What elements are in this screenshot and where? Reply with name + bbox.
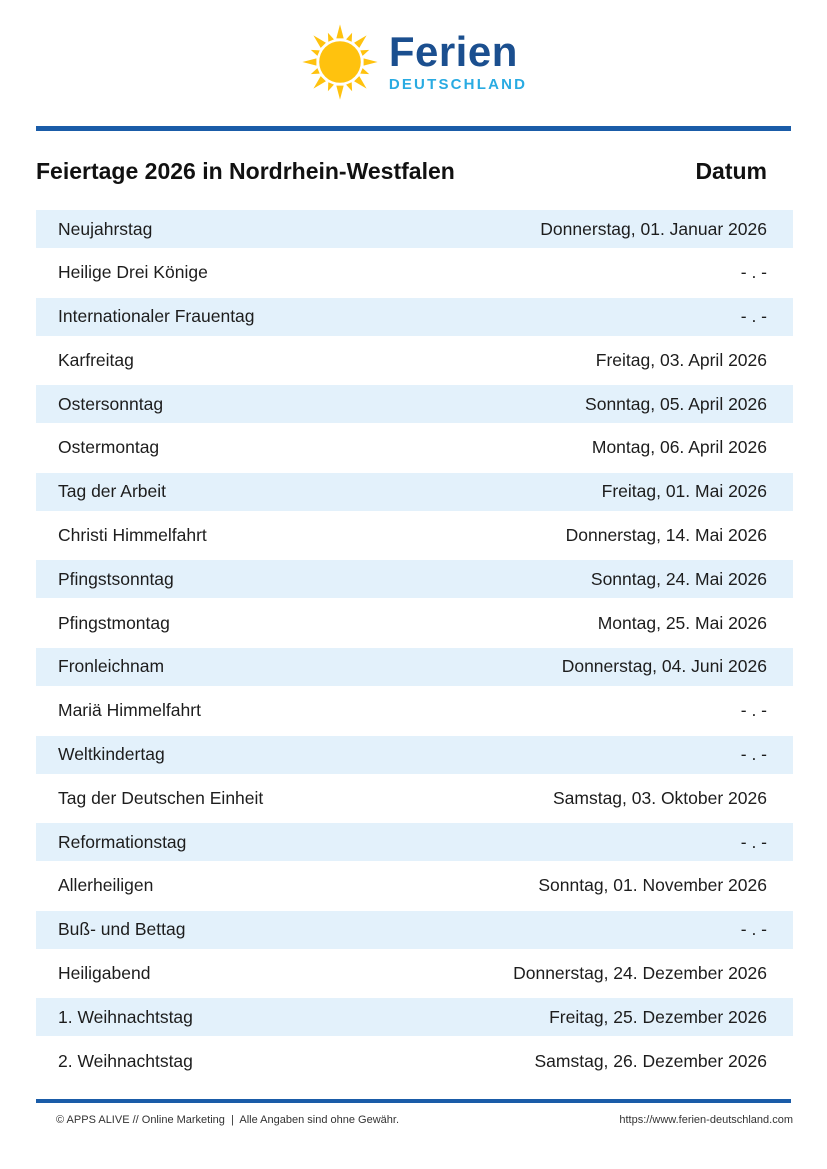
brand-subtitle: DEUTSCHLAND: [388, 76, 528, 93]
holiday-date: Sonntag, 05. April 2026: [585, 393, 767, 414]
holiday-name: Mariä Himmelfahrt: [58, 700, 201, 721]
holiday-date: Freitag, 01. Mai 2026: [601, 481, 767, 502]
table-row: Internationaler Frauentag - . -: [36, 297, 793, 336]
bottom-divider: [36, 1099, 791, 1103]
holiday-name: 2. Weihnachtstag: [58, 1050, 193, 1071]
holidays-table: Neujahrstag Donnerstag, 01. Januar 2026 …: [36, 210, 793, 1086]
footer-copyright: © APPS ALIVE // Online Marketing | Alle …: [56, 1114, 400, 1126]
holiday-name: 1. Weihnachtstag: [58, 1006, 193, 1027]
table-row: Mariä Himmelfahrt - . -: [36, 691, 793, 730]
table-row: Pfingstmontag Montag, 25. Mai 2026: [36, 604, 793, 643]
table-row: 2. Weihnachtstag Samstag, 26. Dezember 2…: [36, 1042, 793, 1081]
page-title: Feiertage 2026 in Nordrhein-Westfalen: [36, 158, 455, 184]
holiday-date: - . -: [740, 700, 767, 721]
holiday-date: Montag, 06. April 2026: [591, 437, 767, 458]
holiday-date: Donnerstag, 24. Dezember 2026: [513, 963, 767, 984]
holiday-name: Neujahrstag: [58, 218, 153, 239]
holiday-name: Buß- und Bettag: [58, 919, 186, 940]
footer: © APPS ALIVE // Online Marketing | Alle …: [36, 1113, 793, 1128]
holiday-name: Heiligabend: [58, 963, 151, 984]
holiday-name: Christi Himmelfahrt: [58, 525, 207, 546]
table-row: Buß- und Bettag - . -: [36, 910, 793, 949]
holiday-date: Freitag, 25. Dezember 2026: [549, 1006, 767, 1027]
logo: Ferien DEUTSCHLAND: [0, 22, 827, 102]
table-row: Reformationstag - . -: [36, 823, 793, 862]
table-row: Karfreitag Freitag, 03. April 2026: [36, 341, 793, 380]
table-row: Tag der Arbeit Freitag, 01. Mai 2026: [36, 472, 793, 511]
holiday-name: Pfingstsonntag: [58, 568, 174, 589]
footer-url[interactable]: https://www.ferien-deutschland.com: [619, 1114, 793, 1126]
holiday-date: - . -: [740, 744, 767, 765]
holiday-date: - . -: [740, 262, 767, 283]
holiday-date: Donnerstag, 01. Januar 2026: [540, 218, 767, 239]
holiday-date: Samstag, 03. Oktober 2026: [552, 787, 767, 808]
table-row: 1. Weihnachtstag Freitag, 25. Dezember 2…: [36, 998, 793, 1037]
table-row: Fronleichnam Donnerstag, 04. Juni 2026: [36, 647, 793, 686]
holiday-date: Samstag, 26. Dezember 2026: [534, 1050, 768, 1071]
top-divider: [36, 126, 791, 131]
holiday-name: Allerheiligen: [58, 875, 154, 896]
holiday-date: - . -: [740, 306, 767, 327]
table-row: Neujahrstag Donnerstag, 01. Januar 2026: [36, 210, 793, 248]
holiday-name: Tag der Deutschen Einheit: [58, 787, 264, 808]
holiday-name: Reformationstag: [58, 831, 187, 852]
table-row: Heilige Drei Könige - . -: [36, 253, 793, 292]
holiday-date: Freitag, 03. April 2026: [595, 349, 767, 370]
holiday-date: - . -: [740, 831, 767, 852]
date-column-header: Datum: [695, 158, 767, 184]
table-row: Ostermontag Montag, 06. April 2026: [36, 428, 793, 467]
holiday-name: Heilige Drei Könige: [58, 262, 208, 283]
table-row: Ostersonntag Sonntag, 05. April 2026: [36, 385, 793, 424]
holiday-name: Fronleichnam: [58, 656, 165, 677]
holiday-date: - . -: [740, 919, 767, 940]
holiday-date: Sonntag, 24. Mai 2026: [590, 568, 767, 589]
table-row: Heiligabend Donnerstag, 24. Dezember 202…: [36, 954, 793, 993]
holiday-name: Tag der Arbeit: [58, 481, 166, 502]
holiday-name: Pfingstmontag: [58, 612, 170, 633]
table-row: Weltkindertag - . -: [36, 735, 793, 774]
table-row: Allerheiligen Sonntag, 01. November 2026: [36, 866, 793, 905]
holiday-name: Ostersonntag: [58, 393, 164, 414]
holiday-name: Weltkindertag: [58, 744, 165, 765]
holiday-name: Karfreitag: [58, 349, 134, 370]
holiday-name: Ostermontag: [58, 437, 160, 458]
holiday-date: Donnerstag, 14. Mai 2026: [565, 525, 767, 546]
title-row: Feiertage 2026 in Nordrhein-Westfalen Da…: [36, 156, 793, 186]
table-row: Pfingstsonntag Sonntag, 24. Mai 2026: [36, 560, 793, 599]
holiday-date: Sonntag, 01. November 2026: [538, 875, 767, 896]
holiday-date: Montag, 25. Mai 2026: [597, 612, 767, 633]
sun-icon: [302, 24, 378, 100]
holiday-name: Internationaler Frauentag: [58, 306, 255, 327]
holiday-date: Donnerstag, 04. Juni 2026: [561, 656, 767, 677]
brand-name: Ferien: [388, 28, 518, 75]
table-row: Christi Himmelfahrt Donnerstag, 14. Mai …: [36, 516, 793, 555]
logo-text: Ferien DEUTSCHLAND: [388, 28, 528, 94]
table-row: Tag der Deutschen Einheit Samstag, 03. O…: [36, 779, 793, 818]
